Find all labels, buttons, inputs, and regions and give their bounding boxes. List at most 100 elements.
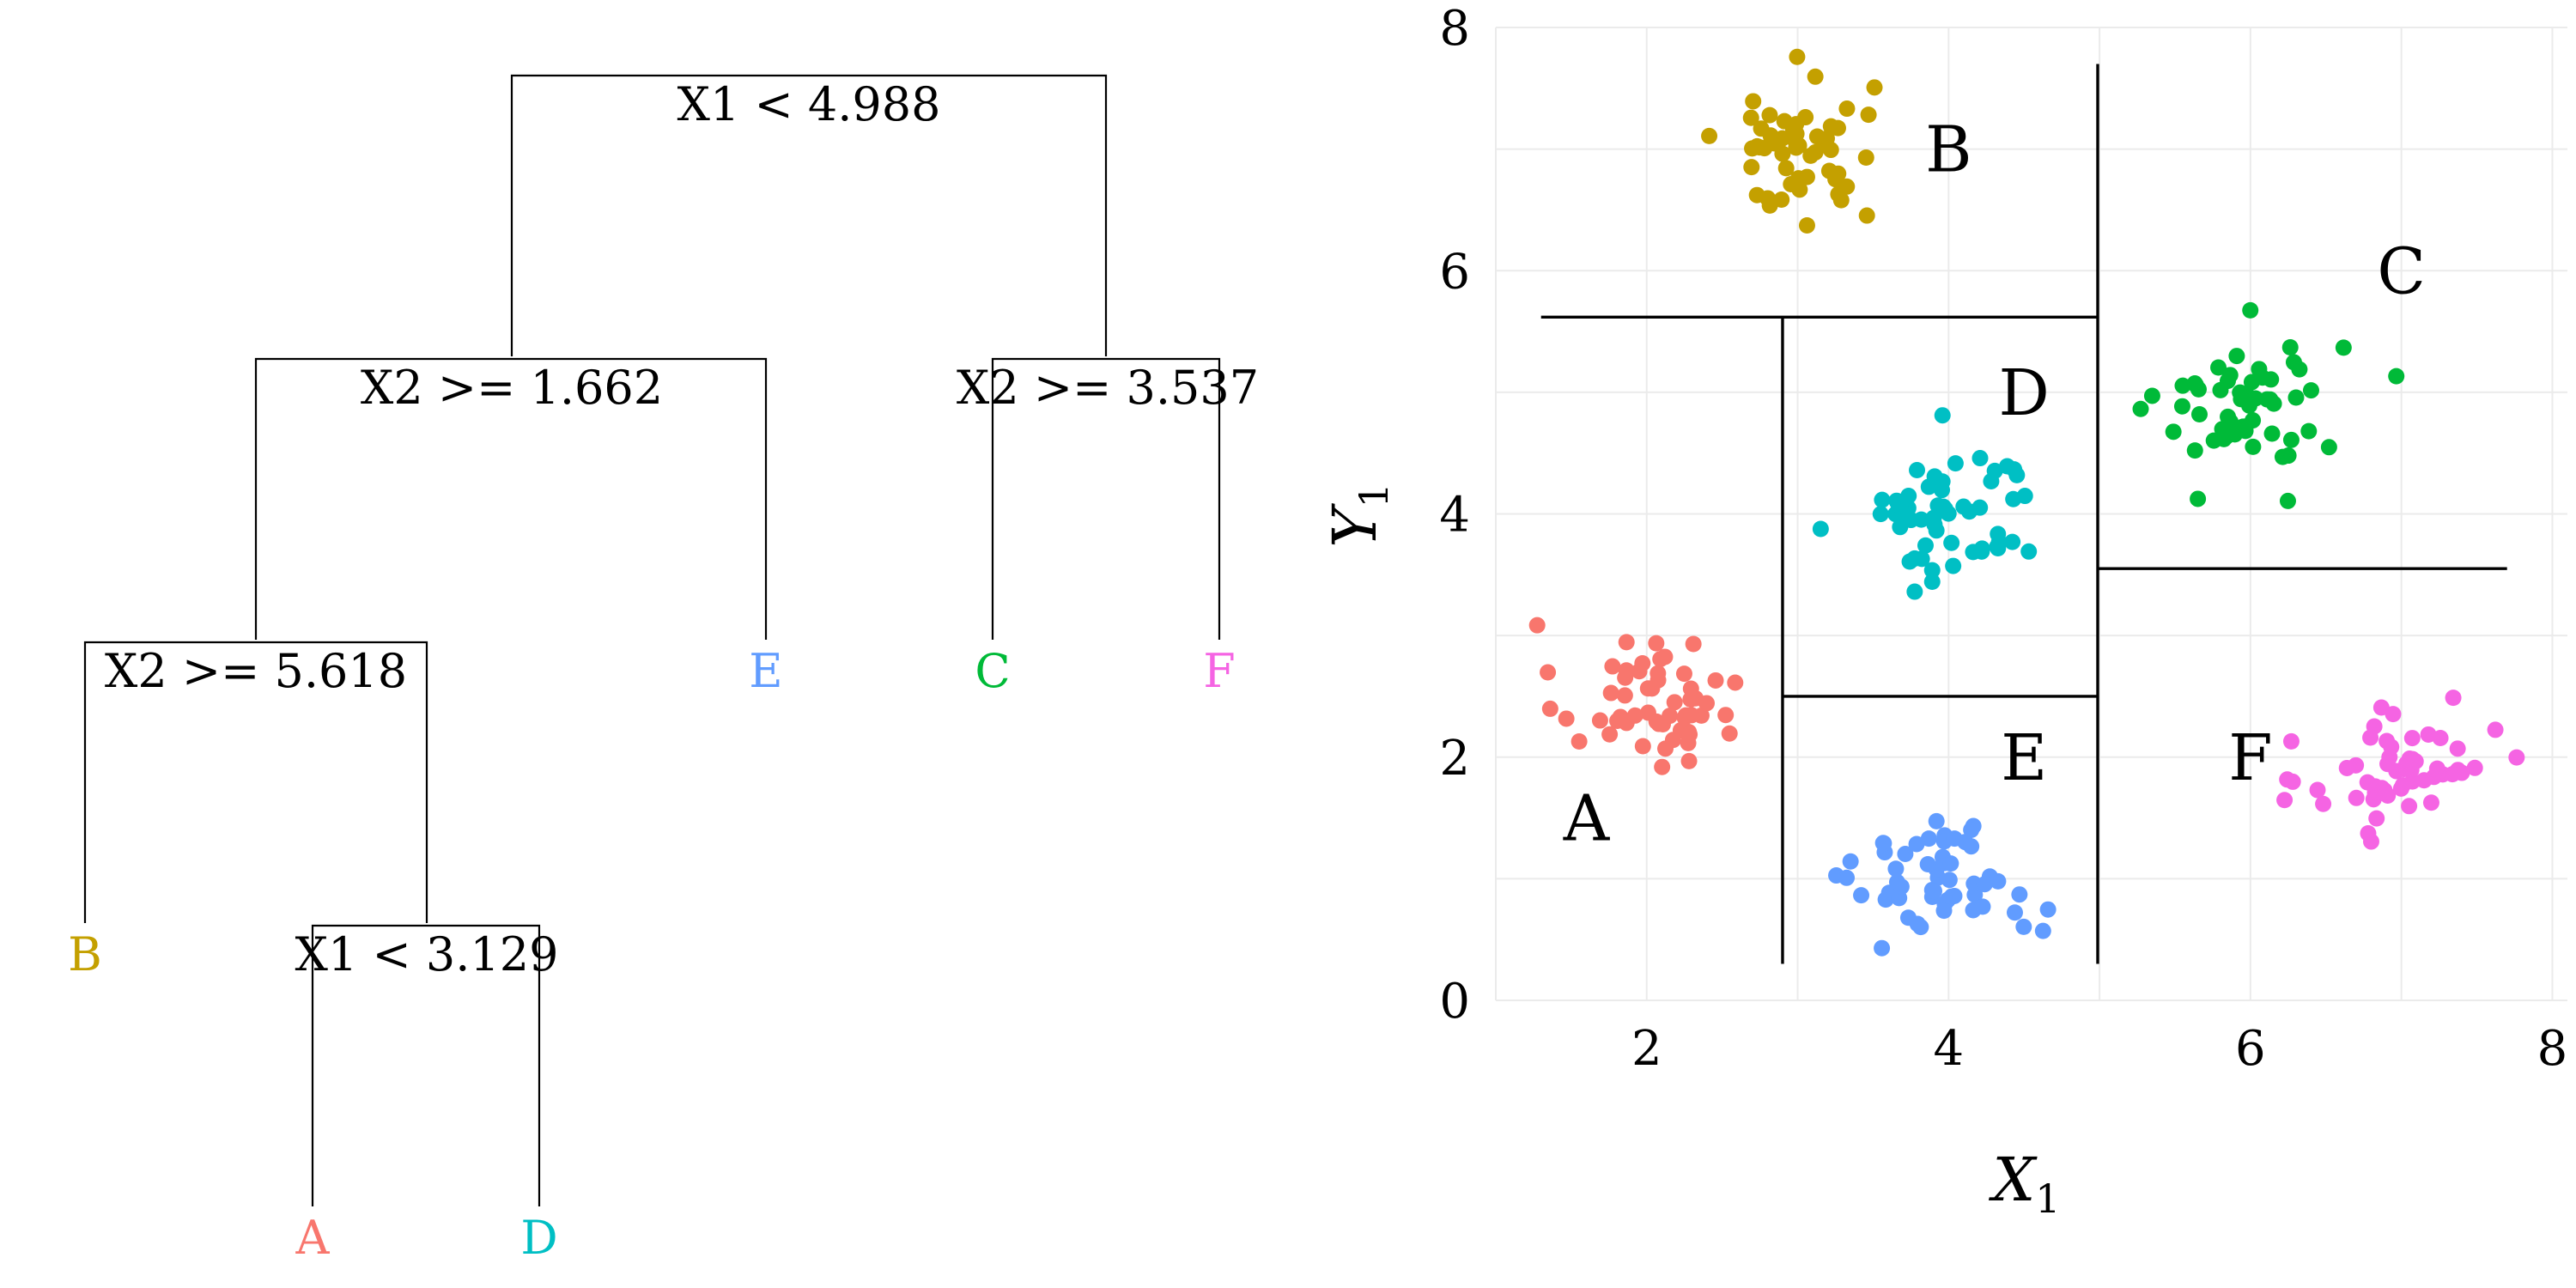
leaf-e: E xyxy=(749,644,782,698)
point-b xyxy=(1830,185,1847,203)
point-a xyxy=(1616,687,1633,704)
point-b xyxy=(1857,149,1874,166)
point-c xyxy=(2221,367,2239,384)
plot-grid xyxy=(1495,27,2567,1001)
point-a xyxy=(1634,738,1651,755)
point-f xyxy=(2372,699,2390,716)
point-a xyxy=(1685,635,1702,653)
point-e xyxy=(1838,869,1856,886)
point-f xyxy=(2422,794,2439,811)
point-c xyxy=(2143,387,2160,404)
point-a xyxy=(1558,710,1575,727)
point-a xyxy=(1528,617,1546,634)
edge-root xyxy=(510,74,1108,356)
point-d xyxy=(1990,526,2007,543)
point-b xyxy=(1774,130,1791,147)
point-f xyxy=(2403,730,2421,747)
point-d xyxy=(1812,520,1829,538)
point-a xyxy=(1662,708,1679,725)
point-a xyxy=(1666,694,1683,711)
point-b xyxy=(1797,109,1814,126)
point-e xyxy=(1874,939,1891,957)
point-d xyxy=(1934,407,1951,424)
point-b xyxy=(1748,137,1765,155)
point-c xyxy=(2228,348,2245,365)
edge-n4 xyxy=(83,641,428,923)
y-tick-label: 8 xyxy=(1439,1,1470,57)
point-e xyxy=(2011,886,2028,903)
decision-tree: X1 < 4.988 X2 >= 1.662 X2 >= 3.537 X2 >=… xyxy=(68,74,1259,1265)
region-label-f: F xyxy=(2228,721,2272,795)
point-c xyxy=(2300,422,2318,440)
region-label-a: A xyxy=(1563,782,1611,856)
leaf-f: F xyxy=(1203,644,1235,698)
point-b xyxy=(1745,93,1762,110)
partition-lines xyxy=(1540,64,2507,964)
point-c xyxy=(2242,301,2259,319)
point-e xyxy=(1935,902,1953,920)
point-e xyxy=(1946,830,1963,848)
point-d xyxy=(1935,498,1952,515)
point-f xyxy=(2432,730,2449,747)
edge-n5 xyxy=(311,924,541,1206)
point-a xyxy=(1591,712,1608,729)
region-label-c: C xyxy=(2377,234,2426,308)
point-f xyxy=(2365,791,2382,808)
point-e xyxy=(1942,855,1959,872)
point-e xyxy=(1887,860,1905,878)
point-d xyxy=(1928,522,1945,539)
point-d xyxy=(1913,511,1930,528)
leaf-d: D xyxy=(520,1211,557,1265)
point-f xyxy=(2445,690,2462,707)
point-c xyxy=(2388,368,2405,385)
point-b xyxy=(1827,171,1844,188)
point-d xyxy=(1955,498,1972,515)
point-c xyxy=(2132,400,2149,417)
region-labels: A B C D E F xyxy=(1563,113,2426,856)
point-b xyxy=(1798,216,1815,234)
point-f xyxy=(2279,771,2296,788)
point-c xyxy=(2190,490,2207,507)
point-a xyxy=(1602,684,1619,702)
point-d xyxy=(1874,491,1891,508)
point-e xyxy=(1963,838,1980,855)
point-e xyxy=(2034,922,2051,939)
y-tick-label: 0 xyxy=(1439,974,1470,1030)
point-c xyxy=(2320,439,2337,456)
point-c xyxy=(2254,369,2271,386)
point-a xyxy=(1609,713,1626,730)
point-d xyxy=(2006,461,2023,478)
point-f xyxy=(2366,718,2383,735)
x-tick-label: 8 xyxy=(2537,1021,2568,1077)
leaf-b: B xyxy=(68,927,102,981)
point-e xyxy=(2006,904,2023,921)
y-axis-title: Y1 xyxy=(1320,483,1397,548)
point-b xyxy=(1822,142,1839,159)
point-c xyxy=(2263,425,2281,442)
y-tick-label: 2 xyxy=(1439,731,1470,787)
point-f xyxy=(2508,749,2525,766)
point-c xyxy=(2282,431,2300,448)
point-f xyxy=(2348,756,2365,774)
y-tick-label: 6 xyxy=(1439,244,1470,300)
point-f xyxy=(2466,759,2483,776)
split-label-n5: X1 < 3.129 xyxy=(295,927,559,981)
point-f xyxy=(2276,792,2293,809)
point-b xyxy=(1822,118,1839,135)
point-a xyxy=(1654,758,1671,775)
point-a xyxy=(1675,665,1692,683)
point-d xyxy=(1894,503,1911,520)
point-d xyxy=(1900,487,1917,504)
point-d xyxy=(1923,574,1941,591)
point-c xyxy=(2245,412,2262,429)
point-c xyxy=(2165,423,2182,440)
point-d xyxy=(2004,533,2021,550)
point-a xyxy=(1648,635,1665,652)
tree-leaves: B A D E C F xyxy=(68,644,1236,1265)
point-e xyxy=(2015,918,2032,935)
point-a xyxy=(1626,707,1643,724)
point-f xyxy=(2403,773,2421,790)
point-b xyxy=(1808,128,1826,145)
split-label-n3: X2 >= 3.537 xyxy=(957,361,1259,415)
